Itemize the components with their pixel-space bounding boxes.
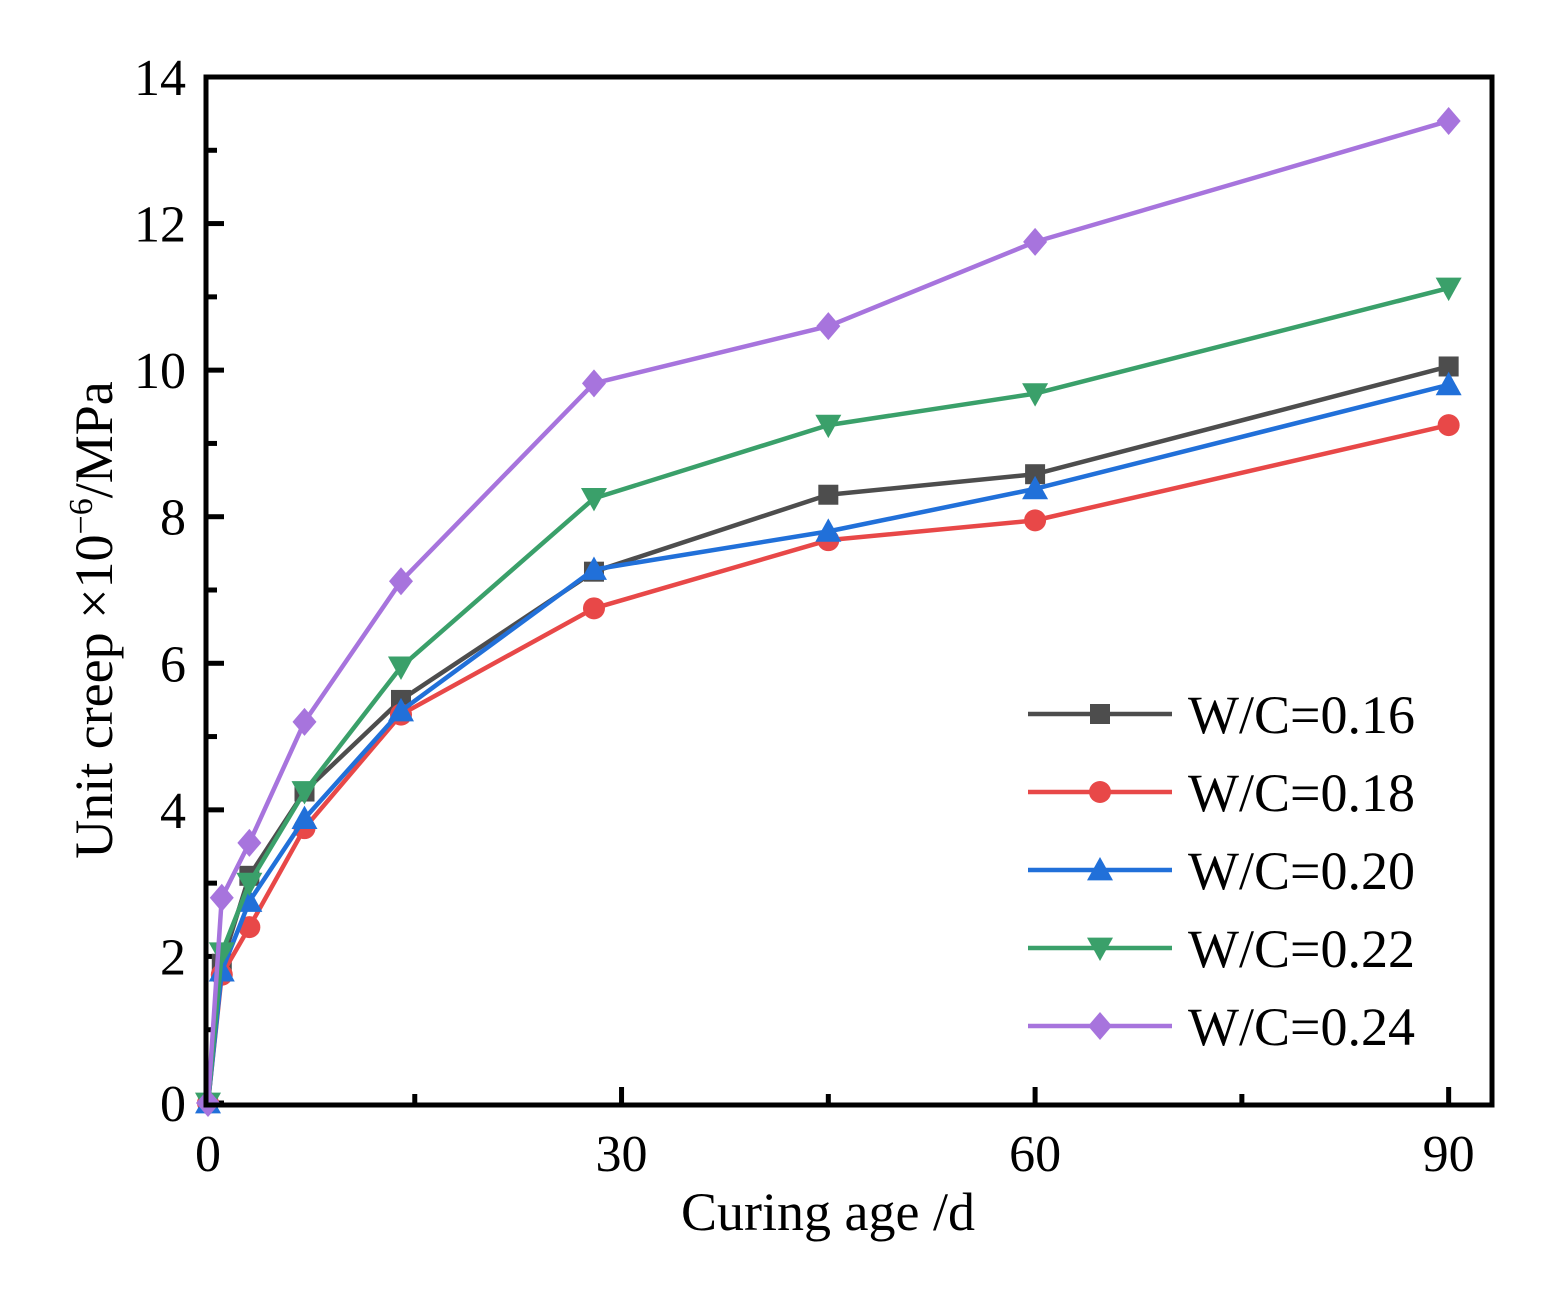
data-point: [1022, 383, 1049, 407]
y-tick-label: 4: [160, 783, 186, 840]
data-point: [818, 484, 839, 505]
data-point: [1025, 464, 1046, 485]
y-tick-label: 12: [134, 197, 186, 254]
legend-item: W/C=0.20: [1028, 841, 1415, 901]
x-tick-label: 90: [1423, 1126, 1475, 1183]
x-tick-label: 30: [596, 1126, 648, 1183]
data-point: [208, 942, 235, 966]
legend-marker: [1087, 937, 1113, 961]
y-tick-label: 0: [160, 1076, 186, 1133]
data-point: [1436, 106, 1461, 135]
data-point: [815, 518, 842, 542]
y-tick-label: 2: [160, 929, 186, 986]
legend-label: W/C=0.24: [1188, 997, 1415, 1057]
legend-marker: [1088, 1012, 1112, 1040]
y-axis-title-exponent: −6: [63, 498, 100, 534]
data-point: [580, 556, 607, 580]
tick-labels: 0 30 60 90 0 2 4 6 8 10 12 14: [134, 50, 1475, 1183]
y-tick-label: 10: [134, 343, 186, 400]
legend-marker: [1089, 781, 1111, 803]
data-point: [387, 697, 414, 722]
data-point: [582, 597, 605, 620]
data-point: [238, 916, 261, 939]
data-point: [236, 872, 263, 897]
legend-label: W/C=0.16: [1188, 685, 1415, 745]
x-axis-title: Curing age /d: [681, 1182, 975, 1242]
data-point: [816, 312, 841, 341]
legend-label: W/C=0.20: [1188, 841, 1415, 901]
y-axis-title-suffix: /MPa: [64, 381, 124, 498]
legend-item: W/C=0.22: [1028, 919, 1415, 979]
legend: W/C=0.16 W/C=0.18 W/C=0.20 W/C=0.22 W/C=0.24: [1028, 685, 1415, 1057]
data-point: [291, 805, 318, 830]
data-point: [1435, 371, 1462, 396]
data-point: [237, 828, 262, 857]
data-point: [292, 707, 317, 736]
data-point: [387, 656, 414, 680]
data-point: [581, 369, 606, 398]
data-point: [1437, 414, 1460, 437]
y-tick-label: 8: [160, 490, 186, 547]
legend-label: W/C=0.22: [1188, 919, 1415, 979]
series-5: [196, 106, 1461, 1117]
series-4: [195, 277, 1462, 1116]
data-point: [815, 414, 842, 439]
data-point: [1438, 356, 1459, 377]
legend-item: W/C=0.24: [1028, 997, 1415, 1057]
data-point: [291, 781, 318, 805]
y-axis-title-prefix: Unit creep ×10: [64, 534, 124, 858]
data-point: [1023, 227, 1048, 256]
data-point: [388, 567, 413, 596]
data-point: [236, 888, 263, 912]
legend-item: W/C=0.18: [1028, 763, 1415, 823]
data-point: [1022, 475, 1049, 500]
legend-marker: [1087, 857, 1113, 881]
x-tick-label: 0: [195, 1126, 221, 1183]
x-tick-label: 60: [1009, 1126, 1061, 1183]
legend-marker: [1090, 704, 1110, 724]
data-point: [1024, 509, 1047, 532]
y-axis-title: Unit creep ×10−6/MPa: [63, 381, 124, 859]
series-layer: [195, 106, 1462, 1117]
legend-item: W/C=0.16: [1028, 685, 1415, 745]
y-tick-label: 6: [160, 636, 186, 693]
legend-label: W/C=0.18: [1188, 763, 1415, 823]
data-point: [209, 883, 234, 912]
data-point: [580, 487, 607, 512]
y-tick-label: 14: [134, 50, 186, 107]
data-point: [1435, 277, 1462, 302]
plot-frame: [203, 74, 1495, 1108]
